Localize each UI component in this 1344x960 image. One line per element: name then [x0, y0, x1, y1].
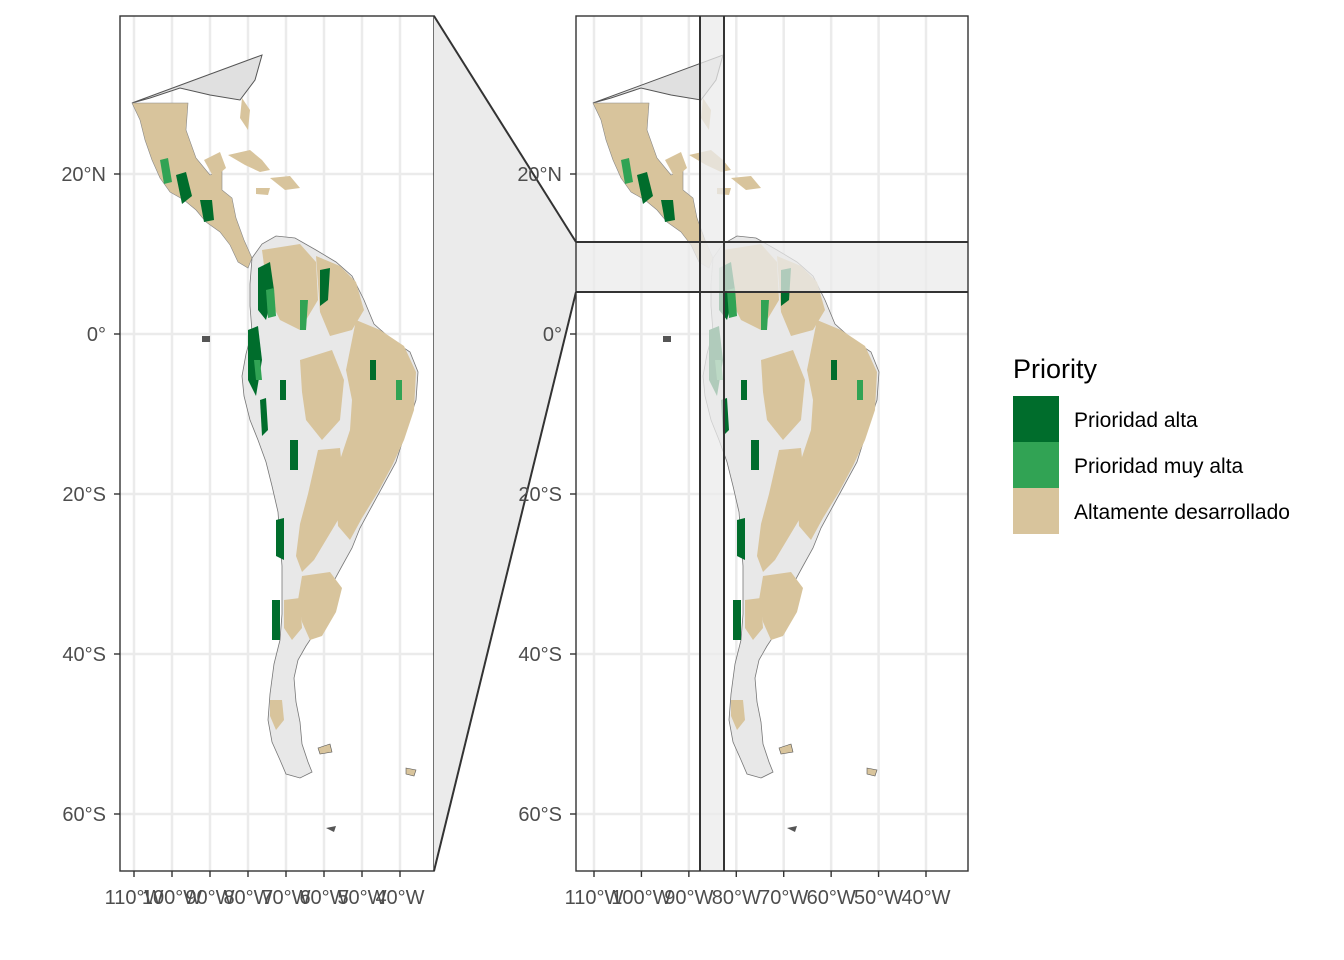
lat-tick-label: 20°N: [517, 164, 562, 186]
lat-tick-label: 40°S: [62, 644, 106, 666]
lon-tick-label: 40°W: [375, 887, 424, 909]
legend-swatch: [1013, 396, 1059, 442]
lon-tick-label: 60°W: [299, 887, 348, 909]
lon-tick-label: 110°W: [565, 887, 624, 909]
lat-tick-label: 60°S: [62, 804, 106, 826]
lon-tick-label: 90°W: [664, 887, 713, 909]
lon-tick-label: 80°W: [223, 887, 272, 909]
lon-tick-label: 100°W: [142, 887, 202, 909]
legend-label: Altamente desarrollado: [1074, 501, 1290, 524]
lon-tick-label: 50°W: [337, 887, 386, 909]
zoom-connector-bottom-line: [433, 291, 577, 872]
lon-tick-label: 50°W: [854, 887, 903, 909]
zoom-connector-top-line: [433, 15, 577, 243]
zoom-connector: [434, 16, 576, 871]
lat-tick-label: 20°S: [518, 484, 562, 506]
zoom-vertical-band: [700, 16, 724, 871]
legend-swatch: [1013, 442, 1059, 488]
lon-tick-label: 60°W: [807, 887, 856, 909]
lat-tick-label: 20°N: [61, 164, 106, 186]
zoom-horizontal-band: [576, 242, 968, 292]
lon-tick-label: 110°W: [105, 887, 164, 909]
lon-tick-label: 70°W: [759, 887, 808, 909]
lon-tick-label: 100°W: [611, 887, 671, 909]
legend-title: Priority: [1013, 354, 1098, 384]
overview-map-panel: 20°N 0° 20°S 40°S 60°S 110°W100°W90°W80°W70°…: [61, 15, 435, 909]
lon-tick-label: 40°W: [901, 887, 950, 909]
lon-tick-label: 70°W: [261, 887, 310, 909]
lat-tick-label: 0°: [543, 324, 562, 346]
detail-map-panel: 20°N 0° 20°S 40°S 60°S 110°W100°W90°W80°W70°…: [517, 15, 969, 909]
lon-tick-label: 90°W: [185, 887, 234, 909]
legend: Priority Prioridad alta Prioridad muy alt…: [1013, 354, 1290, 534]
lon-tick-label: 80°W: [712, 887, 761, 909]
lat-tick-label: 0°: [87, 324, 106, 346]
lat-tick-label: 20°S: [62, 484, 106, 506]
legend-label: Prioridad muy alta: [1074, 455, 1244, 478]
right-lat-ticks: 20°N 0° 20°S 40°S 60°S: [517, 164, 576, 826]
left-lat-ticks: 20°N 0° 20°S 40°S 60°S: [61, 164, 120, 826]
lat-tick-label: 40°S: [518, 644, 562, 666]
lat-tick-label: 60°S: [518, 804, 562, 826]
legend-label: Prioridad alta: [1074, 409, 1198, 432]
legend-swatch: [1013, 488, 1059, 534]
